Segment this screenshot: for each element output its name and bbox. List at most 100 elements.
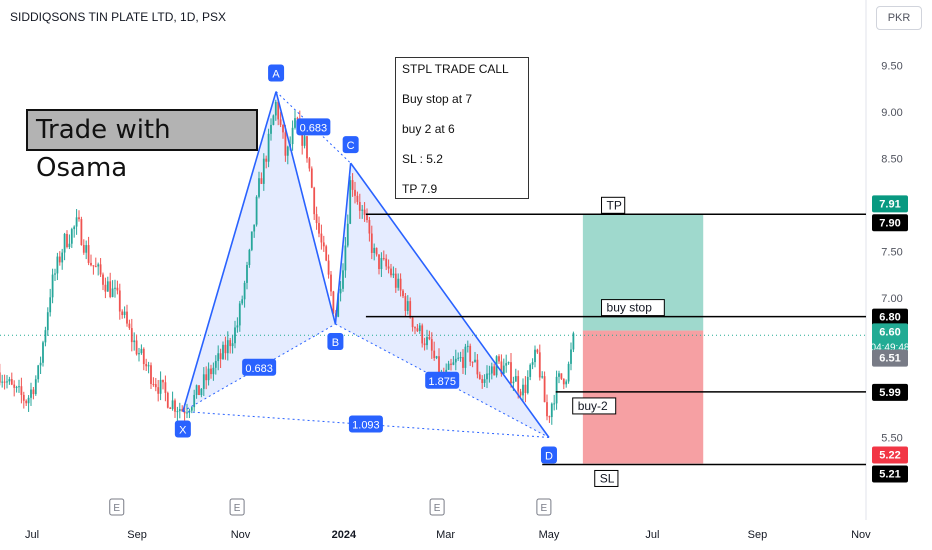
candle-body <box>373 247 376 253</box>
ratio-label-bg <box>242 358 277 376</box>
candle-body <box>570 349 572 364</box>
earnings-label: E <box>234 503 241 514</box>
candle-body <box>560 373 563 379</box>
candle-body <box>416 328 419 332</box>
candle-body <box>181 409 184 412</box>
candle-body <box>510 362 512 384</box>
trade-call-box: STPL TRADE CALL Buy stop at 7 buy 2 at 6… <box>395 57 529 199</box>
candle-body <box>258 178 260 197</box>
level-label: buy stop <box>607 301 653 315</box>
candle-body <box>224 344 227 354</box>
pattern-point-bg <box>327 333 344 351</box>
candle-body <box>126 311 128 324</box>
candle-body <box>406 301 409 311</box>
candle-body <box>200 388 203 396</box>
candle-body <box>34 379 37 395</box>
pattern-point-bg <box>268 64 285 82</box>
pattern-ratio-line <box>182 410 550 438</box>
x-tick-label: Nov <box>851 529 871 541</box>
candle-body <box>58 256 61 263</box>
candle-body <box>418 325 421 332</box>
price-tag-label: 5.99 <box>879 387 900 399</box>
y-tick-label: 7.50 <box>881 247 902 259</box>
candle-body <box>522 384 524 396</box>
candle-body <box>452 362 455 365</box>
candle-body <box>361 209 364 211</box>
candle-body <box>351 180 354 190</box>
candle-body <box>385 258 388 267</box>
currency-badge[interactable]: PKR <box>876 6 922 30</box>
price-tag <box>872 195 908 213</box>
candle-body <box>277 101 280 120</box>
candle-body <box>332 291 335 314</box>
earnings-label: E <box>541 503 548 514</box>
candle-body <box>339 288 342 294</box>
candle-body <box>330 274 332 292</box>
candle-body <box>265 158 268 162</box>
ratio-label: 1.093 <box>352 419 380 431</box>
ratio-label-bg <box>348 415 383 433</box>
candle-body <box>342 270 344 289</box>
pattern-point-label: A <box>272 69 280 81</box>
candle-body <box>8 379 11 382</box>
candle-body <box>30 389 32 398</box>
candle-body <box>198 385 200 396</box>
candle-body <box>380 258 383 270</box>
candle-body <box>414 327 416 329</box>
candle-body <box>344 245 347 271</box>
candle-body <box>32 389 35 395</box>
x-tick-label: May <box>539 529 560 541</box>
level-label: TP <box>607 198 622 212</box>
candle-body <box>498 356 500 362</box>
candle-body <box>322 242 325 247</box>
candle-body <box>138 353 140 355</box>
candle-body <box>46 312 49 331</box>
y-tick-label: 9.50 <box>881 61 902 73</box>
candle-body <box>346 223 349 246</box>
pattern-point-label: B <box>332 337 339 349</box>
candle-body <box>217 353 220 362</box>
candle-body <box>390 268 392 276</box>
candle-body <box>202 374 205 389</box>
candle-body <box>250 231 253 250</box>
candle-body <box>39 362 42 366</box>
candle-body <box>548 416 551 418</box>
candle-body <box>553 403 556 405</box>
level-label-box <box>594 469 619 487</box>
candle-body <box>246 264 248 283</box>
candle-body <box>529 364 532 377</box>
candle-body <box>15 386 18 388</box>
candle-body <box>159 379 162 394</box>
candle-body <box>286 146 289 156</box>
pattern-point-bg <box>342 136 359 154</box>
symbol-title: SIDDIQSONS TIN PLATE LTD, 1D, PSX <box>10 10 227 24</box>
candle-body <box>121 311 124 316</box>
candle-body <box>375 247 378 255</box>
pattern-leg-ab <box>275 91 337 325</box>
candle-body <box>66 233 68 248</box>
trade-call-title: STPL TRADE CALL <box>402 62 509 76</box>
candle-body <box>13 384 16 388</box>
candle-body <box>274 101 277 116</box>
candle-body <box>514 376 517 382</box>
candle-body <box>337 293 340 317</box>
price-tag-label: 7.91 <box>879 198 900 210</box>
candle-body <box>262 158 265 184</box>
candle-body <box>310 168 313 188</box>
brand-label: Trade with Osama <box>26 109 258 183</box>
candle-body <box>135 340 138 355</box>
candle-body <box>471 361 474 363</box>
candle-body <box>73 226 76 230</box>
candle-body <box>54 273 56 275</box>
candle-body <box>488 373 491 375</box>
candle-body <box>147 365 150 367</box>
candle-body <box>459 357 462 359</box>
candle-body <box>27 397 30 404</box>
x-tick-label: Nov <box>231 529 251 541</box>
candle-body <box>169 407 172 409</box>
candle-body <box>423 343 426 346</box>
candle-body <box>476 359 479 375</box>
candle-body <box>140 348 143 354</box>
candle-body <box>219 353 222 360</box>
